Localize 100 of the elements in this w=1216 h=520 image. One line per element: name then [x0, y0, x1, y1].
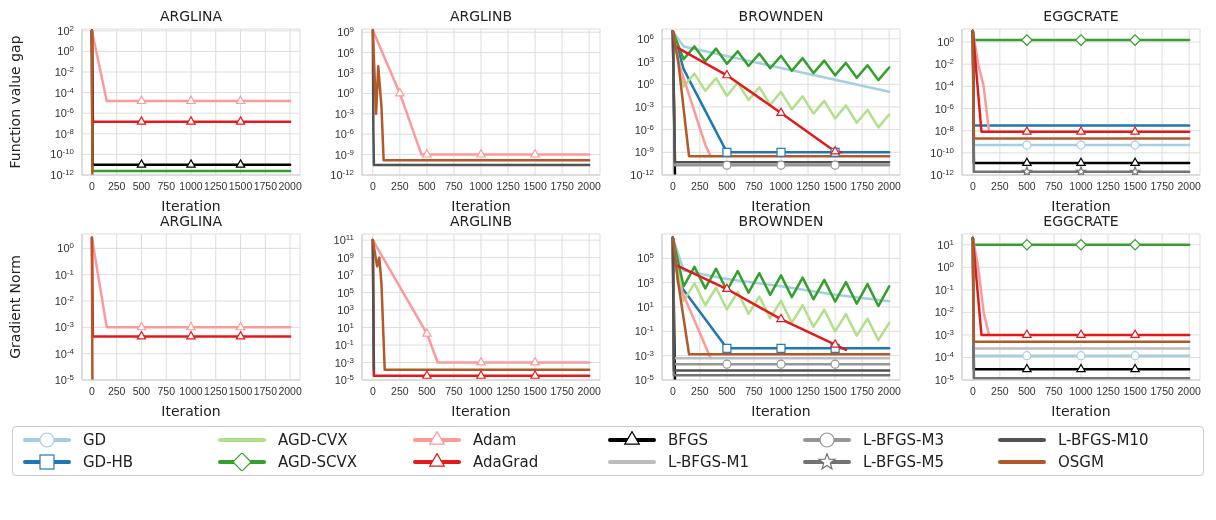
legend-label: L-BFGS-M10 — [1058, 431, 1149, 449]
x-tick-label: 250 — [991, 180, 1009, 193]
y-axis-title: Function value gap — [7, 35, 23, 169]
x-tick-label: 0 — [88, 180, 95, 193]
x-tick-label: 0 — [669, 385, 676, 398]
x-tick-label: 1750 — [1150, 180, 1174, 193]
x-tick-label: 0 — [669, 180, 676, 193]
y-tick-label: 10$^{-6}$ — [334, 126, 355, 141]
y-tick-label: 10$^{-4}$ — [934, 78, 955, 93]
y-tick-label: 10$^{0}$ — [937, 34, 955, 49]
x-tick-label: 1500 — [523, 385, 547, 398]
y-tick-label: 10$^{-1}$ — [934, 282, 955, 296]
legend-label: GD — [83, 431, 107, 449]
y-tick-label: 10$^{1}$ — [637, 299, 655, 313]
chart-title: ARGLINB — [448, 8, 514, 25]
y-tick-label: 10$^{-5}$ — [54, 372, 75, 386]
x-tick-label: 750 — [745, 180, 763, 193]
y-tick-label: 10$^{-9}$ — [634, 144, 655, 159]
y-tick-label: 10$^{-5}$ — [934, 372, 955, 386]
y-tick-label: 10$^{-3}$ — [54, 319, 75, 334]
x-axis-title: Iteration — [161, 198, 221, 214]
y-tick-label: 10$^{-2}$ — [934, 56, 954, 71]
y-tick-label: 10$^{11}$ — [333, 232, 355, 247]
x-tick-label: 1250 — [1096, 180, 1120, 193]
x-axis-title: Iteration — [751, 403, 811, 419]
x-tick-label: 1750 — [850, 385, 874, 398]
y-tick-label: 10$^{5}$ — [637, 250, 655, 265]
x-tick-label: 1500 — [228, 385, 253, 398]
y-tick-label: 10$^{0}$ — [337, 85, 355, 100]
y-tick-label: 10$^{-4}$ — [54, 85, 75, 99]
x-tick-label: 1250 — [1096, 385, 1120, 398]
x-tick-label: 2000 — [1177, 180, 1202, 193]
y-tick-label: 10$^{-4}$ — [934, 349, 955, 364]
x-tick-label: 0 — [369, 180, 376, 193]
x-tick-label: 1250 — [796, 385, 820, 398]
x-tick-label: 500 — [718, 385, 736, 398]
x-tick-label: 250 — [991, 385, 1009, 398]
x-tick-label: 750 — [445, 385, 463, 398]
x-tick-label: 0 — [369, 385, 376, 398]
legend-label: AGD-CVX — [278, 431, 348, 449]
x-tick-label: 750 — [745, 385, 763, 398]
x-tick-label: 1000 — [469, 385, 493, 398]
y-tick-label: 10$^{-12}$ — [930, 167, 954, 181]
legend-label: OSGM — [1058, 453, 1104, 471]
y-tick-label: 10$^{2}$ — [57, 23, 74, 37]
chart-title: ARGLINA — [158, 213, 224, 230]
x-tick-label: 1000 — [1069, 385, 1093, 398]
chart-title: BROWNDEN — [737, 8, 825, 25]
x-tick-label: 2000 — [278, 385, 302, 398]
y-tick-label: 10$^{0}$ — [57, 43, 75, 58]
x-tick-label: 500 — [132, 385, 151, 398]
y-tick-label: 10$^{-12}$ — [50, 167, 74, 181]
x-axis-title: Iteration — [451, 403, 511, 419]
x-tick-label: 1500 — [523, 180, 547, 193]
x-tick-label: 1750 — [253, 180, 278, 193]
y-tick-label: 10$^{-5}$ — [334, 372, 355, 386]
y-tick-label: 10$^{-10}$ — [930, 145, 955, 159]
y-tick-label: 10$^{-6}$ — [934, 101, 955, 115]
y-tick-label: 10$^{1}$ — [337, 320, 355, 334]
legend-label: L-BFGS-M1 — [668, 453, 749, 471]
x-tick-label: 0 — [969, 385, 976, 398]
x-tick-label: 1500 — [1123, 180, 1147, 193]
x-tick-label: 750 — [1045, 385, 1063, 398]
y-tick-label: 10$^{1}$ — [937, 237, 955, 251]
y-tick-label: 10$^{9}$ — [337, 250, 355, 264]
legend-label: BFGS — [668, 431, 709, 449]
x-tick-label: 750 — [157, 180, 176, 193]
x-tick-label: 1250 — [796, 180, 820, 193]
x-tick-label: 2000 — [1177, 385, 1202, 398]
x-tick-label: 750 — [445, 180, 463, 193]
x-tick-label: 2000 — [278, 180, 302, 193]
y-axis-title: Gradient Norm — [7, 255, 23, 359]
x-tick-label: 500 — [1018, 385, 1036, 398]
x-tick-label: 1250 — [496, 385, 520, 398]
x-axis-title: Iteration — [1051, 403, 1111, 419]
y-tick-label: 10$^{-12}$ — [630, 167, 654, 181]
x-tick-label: 2000 — [577, 385, 602, 398]
x-tick-label: 500 — [1018, 180, 1036, 193]
y-tick-label: 10$^{0}$ — [637, 76, 655, 91]
legend-label: L-BFGS-M3 — [863, 431, 944, 449]
legend-label: AGD-SCVX — [278, 453, 358, 471]
x-tick-label: 750 — [1045, 180, 1063, 193]
x-tick-label: 250 — [107, 385, 126, 398]
x-tick-label: 2000 — [577, 180, 602, 193]
x-tick-label: 1000 — [769, 180, 793, 193]
y-tick-label: 10$^{6}$ — [337, 45, 355, 59]
y-tick-label: 10$^{3}$ — [637, 275, 655, 289]
y-tick-label: 10$^{-6}$ — [54, 105, 75, 120]
y-tick-label: 10$^{3}$ — [337, 65, 355, 80]
y-tick-label: 10$^{-5}$ — [634, 372, 655, 386]
x-tick-label: 0 — [88, 385, 95, 398]
y-tick-label: 10$^{-3}$ — [634, 99, 655, 113]
y-tick-label: 10$^{7}$ — [337, 267, 354, 282]
x-tick-label: 1500 — [823, 385, 847, 398]
y-tick-label: 10$^{-12}$ — [330, 167, 354, 181]
x-tick-label: 1000 — [179, 385, 203, 398]
x-tick-label: 2000 — [877, 180, 902, 193]
y-tick-label: 10$^{-4}$ — [54, 346, 75, 360]
x-tick-label: 1750 — [253, 385, 278, 398]
x-tick-label: 1000 — [179, 180, 203, 193]
